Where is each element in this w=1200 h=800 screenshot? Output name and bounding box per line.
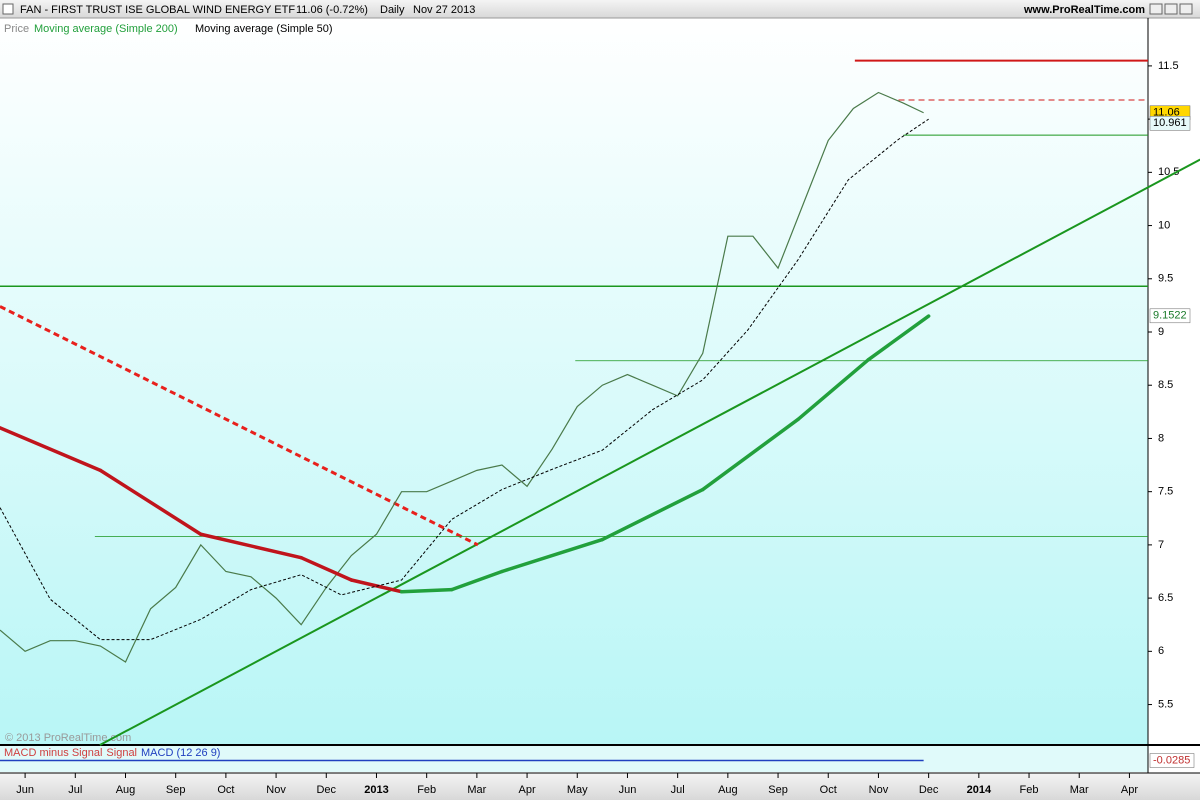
macd-pane [0,746,1148,772]
chart-title: FAN - FIRST TRUST ISE GLOBAL WIND ENERGY… [20,4,295,16]
quote: 11.06 (-0.72%) [296,4,368,16]
x-tick-label: Jul [671,784,685,796]
trend-line [0,305,479,547]
x-tick-label: 2013 [364,784,388,796]
y-tick-label: 7.5 [1158,486,1173,498]
x-tick-label: Feb [1020,784,1039,796]
ma-segment [399,587,454,594]
x-tick-label: Nov [869,784,889,796]
ma-segment [600,487,705,542]
value-box-label: 9.1522 [1153,310,1187,322]
legend-entry: Moving average (Simple 200) [34,23,178,35]
value-box-label: 11.06 [1153,107,1180,119]
x-tick-label: Jun [16,784,34,796]
x-tick-label: Aug [718,784,738,796]
y-tick-label: 8 [1158,432,1164,444]
ma-segment [299,555,354,582]
x-tick-label: Apr [519,784,536,796]
date: Nov 27 2013 [413,4,475,16]
watermark: © 2013 ProRealTime.com [5,732,131,744]
x-tick-label: Sep [768,784,788,796]
header-bar [0,0,1200,18]
ma-segment [0,426,103,473]
x-tick-label: Dec [316,784,336,796]
trend-line [99,158,1200,746]
x-tick-label: Oct [217,784,234,796]
window-button[interactable] [1149,3,1163,15]
y-tick-label: 11.5 [1158,60,1179,72]
y-tick-label: 9.5 [1158,273,1173,285]
x-tick-label: Feb [417,784,436,796]
y-tick-label: 7 [1158,539,1164,551]
legend-entry: Moving average (Simple 50) [195,23,333,35]
value-box [1149,308,1191,324]
macd-value: -0.0285 [1153,754,1190,766]
y-tick-label: 6 [1158,645,1164,657]
ma-segment [701,417,800,492]
y-tick-label: 10.5 [1158,166,1179,178]
x-tick-label: Sep [166,784,186,796]
macd-value-box [1149,753,1195,768]
value-box-label: 10.961 [1153,117,1187,129]
x-tick-label: Oct [820,784,837,796]
x-tick-label: May [567,784,588,796]
ma-segment [98,468,203,536]
value-box [1149,116,1191,131]
ma-segment [796,357,871,422]
price-line [0,91,924,663]
x-tick-label: 2014 [967,784,992,796]
ma-segment [866,314,931,362]
x-tick-label: Dec [919,784,939,796]
macd-legend: MACD (12 26 9) [141,747,220,759]
window-button[interactable] [1164,3,1178,15]
x-tick-label: Jun [619,784,637,796]
site: www.ProRealTime.com [1023,4,1145,16]
y-tick-label: 9 [1158,326,1164,338]
y-tick-label: 6.5 [1158,592,1173,604]
macd-legend: Signal [106,747,137,759]
window-button[interactable] [1179,3,1193,15]
ma-segment [450,569,504,592]
y-tick-label: 8.5 [1158,379,1173,391]
x-tick-label: Jul [68,784,82,796]
legend-price: Price [4,23,29,35]
ma-segment [199,532,303,560]
header-icon [2,3,14,15]
x-tick-label: Mar [467,784,486,796]
ma-segment [500,537,605,574]
macd-legend: MACD minus Signal [4,747,102,759]
x-tick-label: Aug [116,784,136,796]
x-tick-label: Mar [1070,784,1089,796]
x-axis-bar [0,773,1200,800]
period: Daily [380,4,405,16]
price-pane [0,18,1148,745]
x-tick-label: Nov [266,784,286,796]
y-tick-label: 5.5 [1158,698,1173,710]
x-tick-label: Apr [1121,784,1138,796]
y-tick-label: 10 [1158,219,1170,231]
